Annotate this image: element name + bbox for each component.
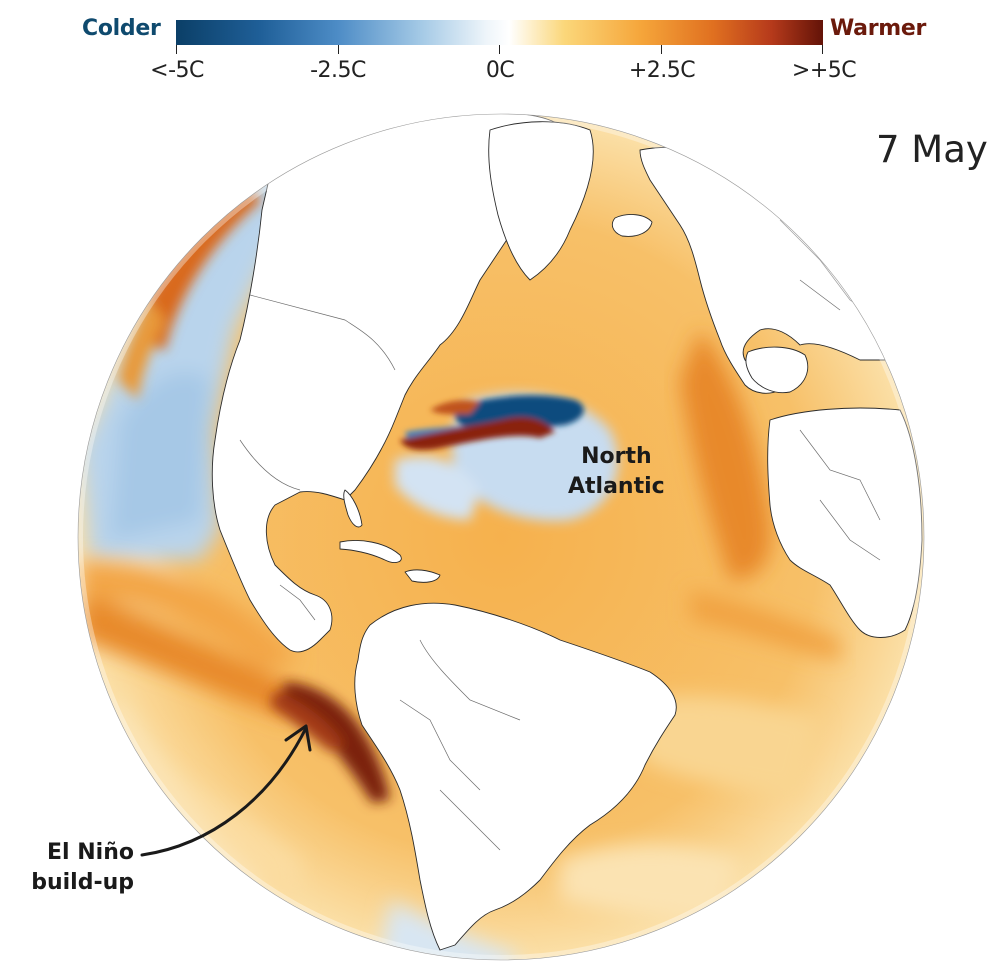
country-borders (239, 219, 881, 851)
tick-label: 0C (485, 58, 515, 83)
colorbar-tick (176, 45, 177, 54)
tick-label: -2.5C (310, 58, 366, 83)
florida (343, 489, 363, 528)
colorbar-tick (822, 45, 823, 54)
greenland (488, 121, 594, 281)
pacific-warm-arc (118, 190, 262, 400)
date-label: 7 May (876, 128, 988, 171)
annotation-line: Atlantic (568, 474, 665, 499)
colorbar-tick (499, 45, 500, 54)
annotation-el-nino: El Niño build-up (20, 838, 134, 898)
globe-outline (77, 113, 925, 961)
annotation-line: El Niño (47, 840, 134, 865)
iberia (745, 346, 809, 394)
gulf-stream-anomaly (400, 395, 584, 450)
el-nino-hotspot (270, 682, 390, 803)
hispaniola (404, 569, 441, 583)
iceland (611, 214, 653, 237)
annotation-line: build-up (31, 870, 134, 895)
tick-label: <-5C (150, 58, 204, 83)
tick-label: >+5C (791, 58, 857, 83)
legend-warmer-label: Warmer (830, 16, 927, 41)
colorbar-legend: Colder <-5C -2.5C 0C +2.5C >+5C Warmer (0, 0, 1000, 100)
colorbar-tick (338, 45, 339, 54)
colorbar-tick (661, 45, 662, 54)
annotation-north-atlantic: North Atlantic (568, 442, 665, 502)
legend-colder-label: Colder (82, 16, 161, 41)
colorbar (176, 20, 823, 45)
tick-label: +2.5C (628, 58, 696, 83)
south-america (354, 602, 677, 951)
annotation-line: North (581, 444, 652, 469)
east-atlantic-warm (680, 330, 840, 660)
africa (767, 407, 923, 638)
globe-surface (78, 114, 924, 960)
land-masses (211, 114, 923, 951)
cuba (339, 540, 402, 563)
